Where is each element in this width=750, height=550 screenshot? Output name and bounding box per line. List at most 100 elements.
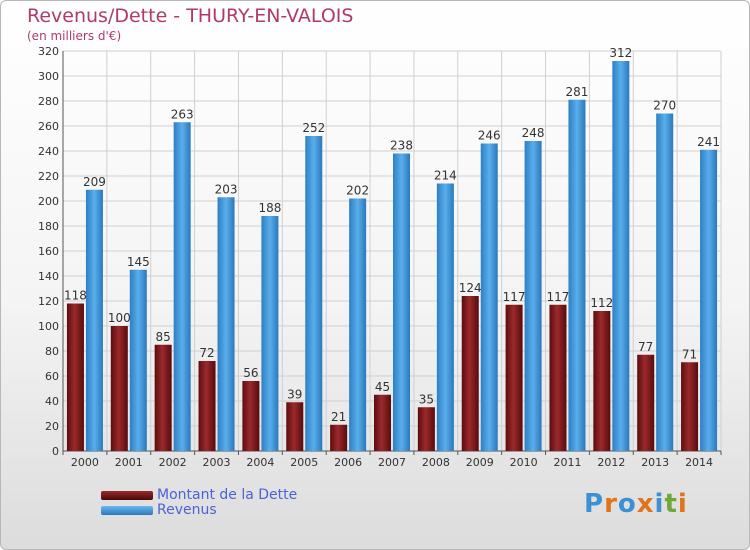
bar-debt	[198, 361, 216, 451]
x-tick-label: 2013	[641, 456, 669, 469]
bar-debt	[286, 402, 304, 451]
y-tick-label: 280	[38, 95, 59, 108]
data-label-debt: 72	[199, 346, 214, 360]
y-tick-label: 160	[38, 245, 59, 258]
data-label-revenue: 241	[697, 135, 720, 149]
legend-swatch-debt	[101, 490, 153, 500]
legend-label-debt: Montant de la Dette	[157, 487, 298, 503]
x-tick-label: 2005	[290, 456, 318, 469]
data-label-revenue: 188	[258, 201, 281, 215]
bar-revenue	[349, 198, 367, 451]
y-tick-label: 200	[38, 195, 59, 208]
proxiti-logo: Proxiti	[584, 489, 688, 519]
bar-revenue	[436, 183, 454, 451]
bar-debt	[374, 394, 391, 451]
x-tick-label: 2002	[159, 456, 187, 469]
y-tick-label: 240	[38, 145, 59, 158]
data-label-debt: 77	[638, 340, 653, 354]
bar-debt	[637, 354, 655, 451]
bar-debt	[681, 362, 699, 451]
bar-revenue	[393, 153, 410, 451]
data-label-debt: 21	[331, 410, 346, 424]
data-label-debt: 71	[682, 347, 697, 361]
x-tick-label: 2014	[685, 456, 713, 469]
y-tick-label: 140	[38, 270, 59, 283]
data-label-revenue: 246	[478, 129, 501, 143]
data-label-debt: 112	[590, 296, 613, 310]
data-label-revenue: 263	[171, 107, 194, 121]
bar-revenue	[85, 189, 103, 451]
bar-revenue	[173, 122, 191, 451]
bar-debt	[330, 424, 348, 451]
bar-revenue	[656, 113, 674, 451]
data-label-debt: 117	[547, 290, 570, 304]
data-label-revenue: 252	[302, 121, 325, 135]
x-tick-label: 2008	[422, 456, 450, 469]
bar-revenue	[305, 136, 323, 451]
bar-debt	[505, 304, 523, 451]
bars	[66, 61, 718, 451]
data-label-debt: 39	[287, 387, 302, 401]
y-tick-label: 100	[38, 320, 59, 333]
data-label-revenue: 145	[127, 255, 150, 269]
bar-revenue	[480, 143, 498, 451]
y-tick-label: 320	[38, 45, 59, 58]
bar-debt	[154, 344, 172, 451]
x-tick-label: 2007	[378, 456, 406, 469]
y-tick-label: 300	[38, 70, 59, 83]
legend-item-revenue: Revenus	[101, 502, 217, 518]
bar-debt	[66, 303, 84, 451]
bar-debt	[417, 407, 435, 451]
y-tick-label: 40	[45, 395, 59, 408]
data-label-revenue: 202	[346, 184, 369, 198]
y-tick-label: 220	[38, 170, 59, 183]
x-tick-label: 2010	[510, 456, 538, 469]
legend-label-revenue: Revenus	[157, 502, 217, 518]
bar-revenue	[700, 149, 718, 451]
y-tick-label: 20	[45, 420, 59, 433]
data-label-revenue: 209	[83, 175, 106, 189]
x-tick-label: 2003	[203, 456, 231, 469]
data-label-revenue: 238	[390, 139, 413, 153]
chart-title: Revenus/Dette - THURY-EN-VALOIS	[27, 5, 354, 27]
data-label-debt: 56	[243, 366, 258, 380]
data-label-debt: 100	[108, 311, 131, 325]
bar-debt	[593, 311, 611, 451]
data-label-revenue: 214	[434, 169, 457, 183]
axes: 0 20 40 60 80 100 120 140 160 180 200 220 240 260 280 3…	[38, 45, 722, 469]
data-label-debt: 117	[503, 290, 526, 304]
data-label-debt: 124	[459, 281, 482, 295]
data-label-debt: 118	[64, 289, 87, 303]
bar-debt	[242, 381, 260, 451]
x-tick-label: 2004	[246, 456, 274, 469]
data-label-revenue: 203	[215, 182, 238, 196]
bar-revenue	[129, 269, 147, 451]
y-tick-label: 260	[38, 120, 59, 133]
chart-subtitle: (en milliers d'€)	[27, 29, 122, 43]
gridlines	[62, 50, 722, 452]
x-tick-label: 2009	[466, 456, 494, 469]
y-tick-label: 180	[38, 220, 59, 233]
bar-revenue	[261, 216, 279, 451]
x-tick-label: 2001	[115, 456, 143, 469]
y-tick-label: 60	[45, 370, 59, 383]
legend-item-debt: Montant de la Dette	[101, 487, 297, 503]
data-label-debt: 85	[156, 330, 171, 344]
x-tick-label: 2006	[334, 456, 362, 469]
data-label-revenue: 248	[522, 126, 545, 140]
bar-revenue	[524, 141, 542, 451]
bar-chart: 0 20 40 60 80 100 120 140 160 180 200 220 240 260 280 3…	[38, 45, 722, 469]
bar-debt	[461, 296, 479, 451]
bar-revenue	[612, 61, 630, 451]
data-label-debt: 45	[375, 380, 390, 394]
bar-debt	[110, 326, 128, 451]
data-label-revenue: 270	[653, 99, 676, 113]
data-label-revenue: 312	[609, 46, 632, 60]
data-label-revenue: 281	[566, 85, 589, 99]
bar-debt	[549, 304, 567, 451]
y-tick-label: 120	[38, 295, 59, 308]
y-tick-label: 0	[52, 445, 59, 458]
legend-swatch-revenue	[101, 505, 153, 515]
bar-revenue	[568, 99, 586, 451]
